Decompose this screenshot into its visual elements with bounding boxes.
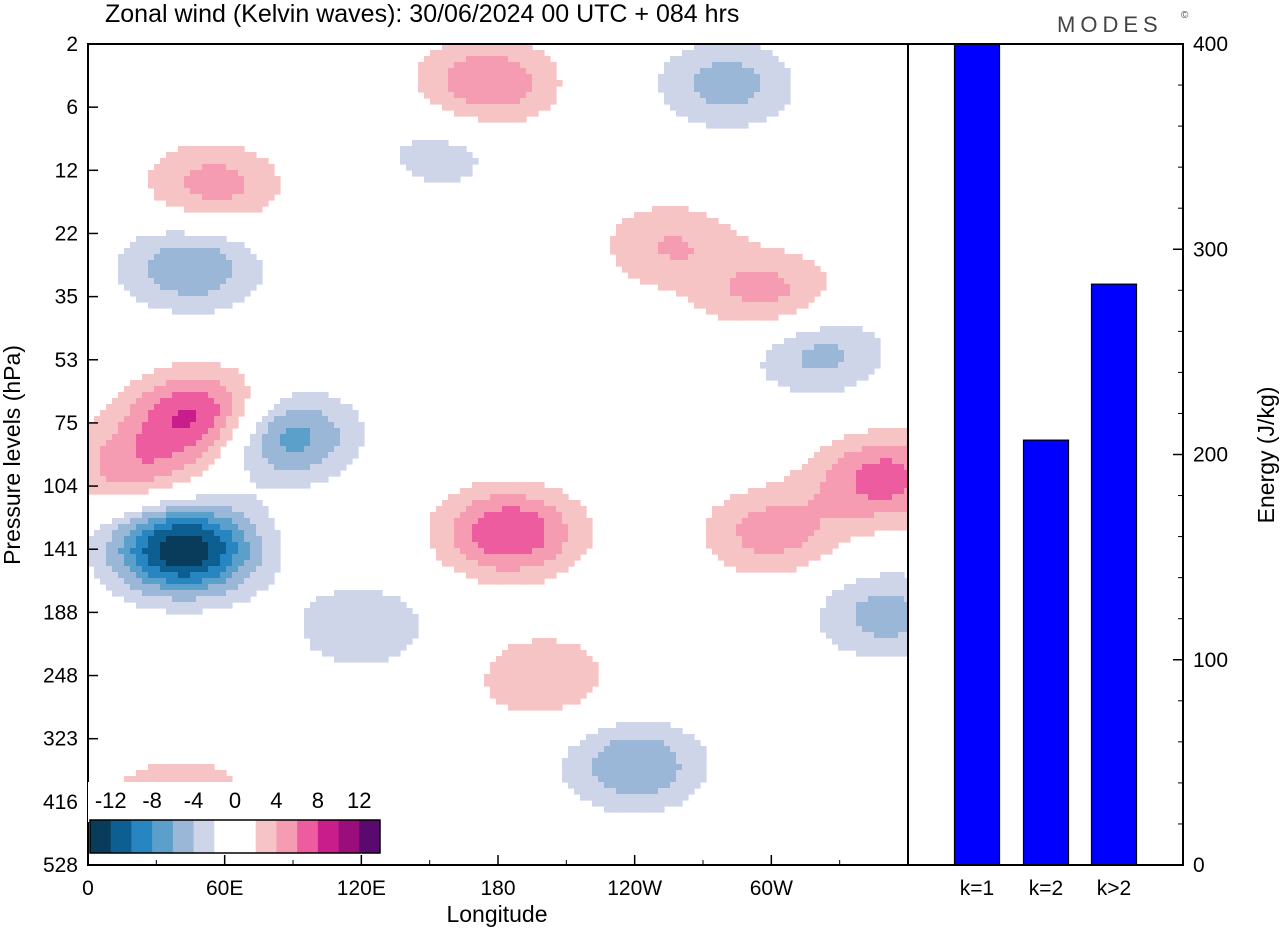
y-tick-label: 323	[43, 728, 78, 751]
colorbar-swatch	[193, 820, 215, 853]
colorbar-label: -4	[184, 788, 204, 813]
bar-series	[953, 43, 1138, 866]
colorbar-label: -12	[95, 788, 127, 813]
bar-y-tick-label: 300	[1193, 238, 1228, 261]
y-tick-label: 248	[43, 665, 78, 688]
colorbar-label: 12	[347, 788, 371, 813]
bar-y-tick-label: 0	[1193, 854, 1205, 877]
y-tick-label: 6	[66, 96, 78, 119]
bar-2	[1022, 439, 1070, 866]
colorbar-swatch	[131, 820, 153, 853]
bar-y-tick-label: 400	[1193, 33, 1228, 56]
x-tick-label: 120W	[607, 877, 662, 900]
y-tick-label: 528	[43, 854, 78, 877]
bar-y-axis-label: Energy (J/kg)	[1253, 387, 1279, 524]
y-tick-label: 35	[55, 286, 78, 309]
y-tick-label: 104	[43, 475, 78, 498]
y-axis: 2 6 12 22 35 53 75 104 141 188 248 323 416 528	[43, 33, 98, 877]
x-tick-label: 180	[480, 877, 515, 900]
heatmap-panel: 0 60E 120E 180 120W 60W 2 6 12 22 35 53 75 104 141 188…	[0, 33, 909, 927]
colorbar-swatch	[338, 820, 360, 853]
colorbar-swatch	[276, 820, 298, 853]
colorbar: -12 -8 -4 0 4 8 12	[88, 782, 384, 854]
colorbar-swatch	[110, 820, 132, 853]
y-tick-label: 53	[55, 349, 78, 372]
x-tick-label: 0	[82, 877, 94, 900]
bar-y-tick-label: 200	[1193, 444, 1228, 467]
heatmap-field	[88, 44, 908, 849]
y-tick-label: 75	[55, 412, 78, 435]
y-tick-label: 2	[66, 33, 78, 56]
y-tick-label: 12	[55, 159, 78, 182]
colorbar-label: -8	[142, 788, 162, 813]
bar-category-label: k>2	[1097, 877, 1131, 900]
colorbar-label: 8	[312, 788, 324, 813]
bar-category-label: k=2	[1029, 877, 1063, 900]
colorbar-swatch	[255, 820, 277, 853]
bar-y-axis: 0 100 200 300 400	[1173, 33, 1228, 877]
colorbar-swatch	[214, 820, 236, 853]
bar-panel: k=1 k=2 k>2 0 100 200 300 400 Energy (J/kg)	[907, 33, 1279, 900]
colorbar-frame	[89, 819, 381, 854]
brand-mark: ©	[1181, 10, 1189, 21]
y-tick-label: 22	[55, 222, 78, 245]
colorbar-swatch	[152, 820, 174, 853]
bar-y-tick-label: 100	[1193, 649, 1228, 672]
x-tick-label: 60W	[750, 877, 793, 900]
colorbar-label: 4	[270, 788, 282, 813]
colorbar-swatch	[359, 820, 381, 853]
x-tick-label: 120E	[337, 877, 386, 900]
y-tick-label: 188	[43, 601, 78, 624]
x-axis-label: Longitude	[446, 901, 547, 927]
bar-category-label: k=1	[960, 877, 994, 900]
colorbar-label: 0	[229, 788, 241, 813]
x-axis: 0 60E 120E 180 120W 60W	[82, 855, 841, 900]
colorbar-swatch	[297, 820, 319, 853]
y-tick-label: 416	[43, 791, 78, 814]
y-tick-label: 141	[43, 538, 78, 561]
bar-x-axis: k=1 k=2 k>2	[960, 877, 1131, 900]
bar-1	[953, 43, 1001, 866]
x-tick-label: 60E	[206, 877, 243, 900]
colorbar-swatch	[317, 820, 340, 853]
colorbar-label-backing	[88, 782, 384, 822]
bar-3	[1090, 283, 1138, 866]
brand-logo: MODES	[1057, 12, 1163, 37]
chart-title: Zonal wind (Kelvin waves): 30/06/2024 00…	[105, 0, 739, 28]
colorbar-swatch	[235, 820, 257, 853]
colorbar-swatch	[172, 820, 195, 853]
colorbar-swatch	[90, 820, 112, 853]
y-axis-label: Pressure levels (hPa)	[0, 345, 25, 565]
